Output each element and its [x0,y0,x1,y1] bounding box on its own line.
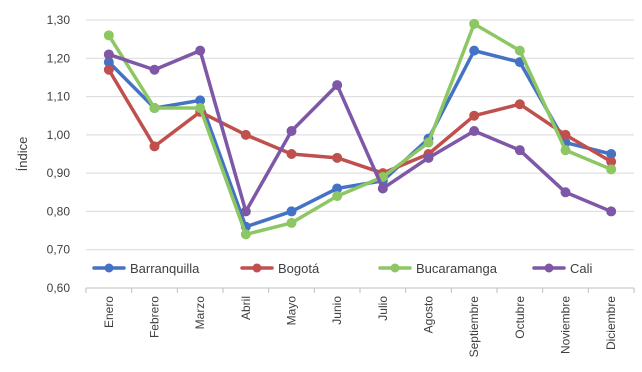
series-line [107,48,613,214]
data-point [423,137,434,148]
x-tick-label: Marzo [193,296,207,330]
data-point [103,49,114,60]
x-tick-label: Diciembre [604,296,618,350]
data-point [286,217,297,228]
data-point [514,45,525,56]
data-point [149,64,160,75]
axes: 0,60 0,70 0,80 0,90 1,00 1,10 1,20 1,30 Enero Feb… [47,13,635,358]
x-tick-label: Abril [239,296,253,320]
legend-label: Cali [570,261,593,276]
y-tick-label: 1,00 [47,128,71,142]
legend-label: Bogotá [278,261,320,276]
data-point [514,145,525,156]
y-axis-title: Índice [15,137,30,172]
x-tick-label: Enero [102,296,116,328]
y-tick-label: 0,70 [47,243,71,257]
data-point [195,45,206,56]
series-3 [103,45,617,217]
series-line [107,48,613,229]
data-point [423,152,434,163]
series-line [107,22,613,237]
data-point [149,141,160,152]
y-tick-label: 0,60 [47,281,71,295]
legend-item: Bogotá [240,261,320,276]
data-point [195,103,206,114]
gridlines [86,19,634,289]
x-tick-label: Agosto [422,296,436,334]
y-tick-label: 0,90 [47,166,71,180]
data-point [469,110,480,121]
data-point [560,129,571,140]
data-point [606,206,617,217]
data-point [103,64,114,75]
x-tick-label: Febrero [148,296,162,338]
data-point [560,145,571,156]
x-tick-label: Mayo [285,296,299,326]
data-point [560,187,571,198]
data-point [240,229,251,240]
legend-swatch-marker [104,263,114,273]
data-point [240,206,251,217]
data-point [377,183,388,194]
legend-item: Cali [532,261,593,276]
data-point [332,80,343,91]
series-line [107,68,613,175]
series-2 [103,18,617,240]
data-point [469,18,480,29]
data-point [103,30,114,41]
legend-swatch-marker [252,263,262,273]
x-tick-label: Junio [330,296,344,325]
y-tick-label: 0,80 [47,204,71,218]
data-point [469,126,480,137]
y-tick-label: 1,30 [47,13,71,27]
legend-swatch-marker [390,263,400,273]
legend-label: Barranquilla [130,261,200,276]
x-tick-label: Octubre [513,296,527,339]
series-1 [103,64,617,179]
y-tick-label: 1,10 [47,90,71,104]
data-point [469,45,480,56]
data-point [286,149,297,159]
legend: Barranquilla Bogotá Bucaramanga Cali [92,261,593,276]
series [103,18,617,240]
data-point [286,126,297,137]
legend-label: Bucaramanga [416,261,498,276]
data-point [240,129,251,140]
data-point [332,191,343,202]
legend-item: Barranquilla [92,261,200,276]
legend-item: Bucaramanga [378,261,498,276]
x-tick-label: Septiembre [467,296,481,358]
y-tick-label: 1,20 [47,51,71,65]
data-point [286,206,297,217]
x-tick-label: Noviembre [559,296,573,354]
data-point [606,164,617,175]
data-point [149,103,160,114]
legend-swatch-marker [544,263,554,273]
data-point [514,99,525,110]
x-tick-label: Julio [376,296,390,321]
data-point [332,152,343,163]
